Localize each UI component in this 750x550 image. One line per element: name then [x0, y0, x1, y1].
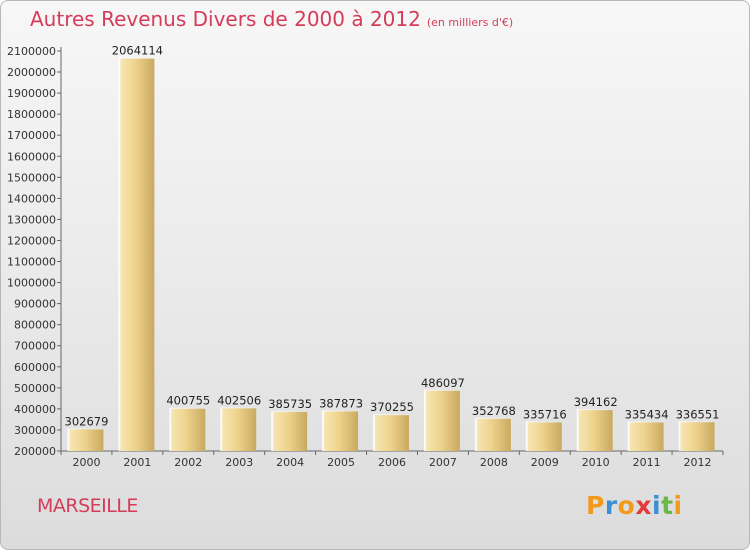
y-tick-label: 900000	[14, 298, 56, 311]
bar-2001	[120, 58, 155, 452]
y-tick-label: 2000000	[7, 66, 56, 79]
y-tick-label: 1400000	[7, 192, 56, 205]
data-label: 387873	[319, 396, 363, 410]
bars	[67, 57, 717, 452]
data-label: 400755	[166, 394, 210, 408]
y-tick-label: 600000	[14, 361, 56, 374]
y-tick-label: 1100000	[7, 256, 56, 269]
chart-subtitle: (en milliers d'€)	[426, 16, 514, 29]
data-label: 336551	[676, 407, 720, 421]
x-tick-label: 2002	[174, 456, 202, 469]
proxiti-logo: Proxiti	[586, 491, 683, 520]
data-labels: 302679 2064114 400755 402506 385735 387873 370…	[65, 44, 720, 429]
data-label: 370255	[370, 400, 414, 414]
x-tick-label: 2007	[429, 456, 457, 469]
bar-2004	[273, 411, 308, 451]
y-tick-label: 1200000	[7, 234, 56, 247]
y-tick-label: 500000	[14, 382, 56, 395]
y-tick-label: 1600000	[7, 150, 56, 163]
data-label: 486097	[421, 376, 465, 390]
logo-letter: P	[586, 491, 605, 520]
data-label: 402506	[217, 393, 261, 407]
y-tick-label: 1000000	[7, 277, 56, 290]
x-tick-label: 2012	[684, 456, 712, 469]
x-tick-label: 2005	[327, 456, 355, 469]
x-tick-label: 2008	[480, 456, 508, 469]
x-axis: 2000 2001 2002 2003 2004 2005 2006 2007 2008 2009…	[60, 450, 724, 469]
bar-2003	[222, 408, 257, 451]
logo-letter: x	[635, 491, 652, 520]
data-label: 302679	[65, 414, 109, 428]
logo-letter: o	[617, 491, 636, 520]
data-label: 352768	[472, 404, 516, 418]
bar-2002	[171, 408, 206, 451]
bar-2008	[476, 418, 511, 451]
y-tick-label: 1700000	[7, 129, 56, 142]
bar-2010	[578, 410, 613, 451]
chart-title: Autres Revenus Divers de 2000 à 2012	[30, 7, 421, 31]
bar-2009	[527, 422, 562, 451]
y-axis: 200000 300000 400000 500000 600000 700000 8000…	[7, 45, 62, 458]
y-tick-label: 1800000	[7, 108, 56, 121]
y-tick-label: 800000	[14, 319, 56, 332]
y-tick-label: 700000	[14, 340, 56, 353]
title-row: Autres Revenus Divers de 2000 à 2012 (en …	[30, 7, 513, 31]
y-tick-label: 1500000	[7, 171, 56, 184]
y-tick-label: 2100000	[7, 45, 56, 58]
y-tick-label: 1900000	[7, 87, 56, 100]
y-tick-label: 400000	[14, 403, 56, 416]
bar-2000	[69, 429, 104, 451]
y-tick-label: 200000	[14, 445, 56, 458]
city-name: MARSEILLE	[37, 495, 138, 517]
bar-2007	[425, 390, 460, 451]
logo-letter: t	[661, 491, 674, 520]
logo-letter: i	[652, 491, 662, 520]
x-tick-label: 2006	[378, 456, 406, 469]
y-tick-label: 1300000	[7, 213, 56, 226]
data-label: 385735	[268, 397, 312, 411]
x-tick-label: 2009	[531, 456, 559, 469]
x-tick-label: 2010	[582, 456, 610, 469]
x-tick-label: 2011	[633, 456, 661, 469]
data-label: 335434	[625, 407, 669, 421]
data-label: 335716	[523, 407, 567, 421]
x-tick-label: 2003	[225, 456, 253, 469]
data-label: 2064114	[112, 44, 163, 58]
bar-2012	[680, 422, 715, 451]
bar-2011	[629, 422, 664, 451]
y-tick-label: 300000	[14, 424, 56, 437]
logo-letter: i	[673, 491, 683, 520]
logo-letter: r	[604, 491, 618, 520]
x-tick-label: 2004	[276, 456, 304, 469]
data-label: 394162	[574, 395, 618, 409]
bar-2005	[324, 411, 359, 451]
bar-2006	[375, 415, 409, 451]
x-tick-label: 2001	[123, 456, 151, 469]
x-tick-label: 2000	[72, 456, 100, 469]
